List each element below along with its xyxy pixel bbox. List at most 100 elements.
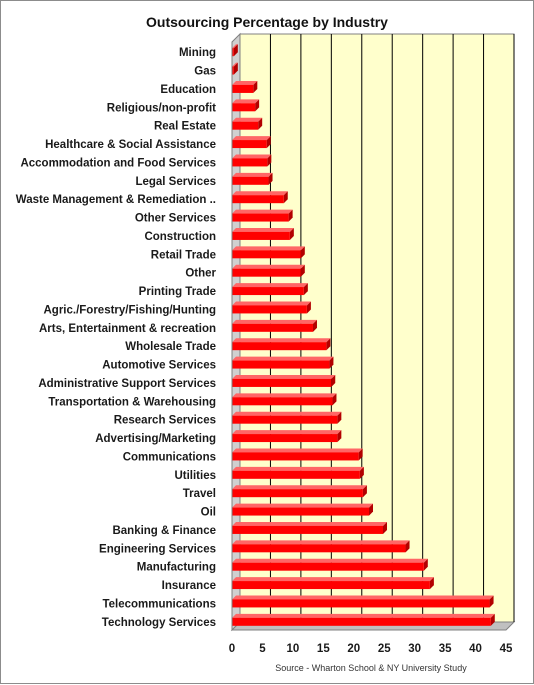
bar xyxy=(232,48,234,57)
category-label: Mining xyxy=(179,47,216,59)
category-label: Communications xyxy=(123,451,216,463)
bar xyxy=(232,617,491,626)
category-label: Retail Trade xyxy=(151,249,216,261)
bar xyxy=(232,599,490,608)
bar xyxy=(232,581,430,590)
bar-end xyxy=(312,319,317,332)
bar-top xyxy=(232,80,258,85)
bar-top xyxy=(232,393,337,398)
bar-top xyxy=(232,540,410,545)
bar-end xyxy=(300,246,305,259)
bar xyxy=(232,507,369,516)
bar-end xyxy=(268,172,273,185)
bar xyxy=(232,121,259,130)
category-label: Wholesale Trade xyxy=(125,341,216,353)
category-label: Technology Services xyxy=(102,617,216,629)
bar-top xyxy=(232,430,342,435)
bar xyxy=(232,323,313,332)
bar-top xyxy=(232,99,260,104)
category-label: Legal Services xyxy=(135,176,216,188)
bar-end xyxy=(362,485,367,498)
category-label: Healthcare & Social Assistance xyxy=(45,139,216,151)
bar-top xyxy=(232,136,271,141)
bar-top xyxy=(232,411,342,416)
bar-end xyxy=(326,338,331,351)
bar xyxy=(232,415,338,424)
category-label: Engineering Services xyxy=(99,543,216,555)
category-label: Travel xyxy=(183,488,216,500)
bar xyxy=(232,305,307,314)
bar-top xyxy=(232,62,238,67)
chart-title: Outsourcing Percentage by Industry xyxy=(146,14,388,30)
bar xyxy=(232,268,301,277)
bar-end xyxy=(337,430,342,443)
category-label: Utilities xyxy=(174,470,216,482)
bar-top xyxy=(232,209,293,214)
bar xyxy=(232,84,254,93)
bar-end xyxy=(369,503,373,516)
bar-top xyxy=(232,117,263,122)
category-label: Education xyxy=(160,84,216,96)
bar xyxy=(232,250,301,259)
bar xyxy=(232,544,406,553)
bar xyxy=(232,489,363,498)
bar-end xyxy=(359,466,364,479)
x-tick-label: 40 xyxy=(469,643,482,655)
bar-end xyxy=(303,283,308,296)
bar-top xyxy=(232,264,305,269)
bar xyxy=(232,434,338,443)
plot-area: Mining Gas Education Religious/non-profit Re… xyxy=(16,32,516,655)
bar-end xyxy=(331,374,336,387)
x-tick-label: 35 xyxy=(439,643,452,655)
bar-end xyxy=(288,209,293,222)
bar-top xyxy=(232,356,334,361)
bar-top xyxy=(232,521,388,526)
bar-end xyxy=(405,540,410,553)
bar xyxy=(232,397,333,406)
bar xyxy=(232,140,267,149)
bar xyxy=(232,470,360,479)
category-label: Printing Trade xyxy=(139,286,216,298)
bar-end xyxy=(233,62,238,75)
bar-top xyxy=(232,448,363,453)
category-label: Other Services xyxy=(135,213,216,225)
bar xyxy=(232,231,290,240)
x-tick-label: 20 xyxy=(347,643,360,655)
bar-top xyxy=(232,44,238,49)
category-label: Telecommunications xyxy=(102,598,216,610)
bar xyxy=(232,525,384,534)
bar-top xyxy=(232,558,428,563)
bar-end xyxy=(233,44,238,57)
bar-end xyxy=(283,191,288,204)
bar-top xyxy=(232,301,311,306)
chart-source: Source - Wharton School & NY University … xyxy=(275,663,467,673)
bar xyxy=(232,562,424,571)
bar-top xyxy=(232,595,494,600)
bar-top xyxy=(232,485,367,490)
bar-top xyxy=(232,191,288,196)
bar xyxy=(232,452,359,461)
x-tick-label: 10 xyxy=(286,643,299,655)
bar-top xyxy=(232,338,331,343)
bar-end xyxy=(490,613,495,626)
x-tick-label: 30 xyxy=(408,643,421,655)
category-label: Waste Management & Remediation .. xyxy=(16,194,216,206)
bar-end xyxy=(266,136,271,149)
category-label: Real Estate xyxy=(154,121,216,133)
bar xyxy=(232,195,284,204)
bar-top xyxy=(232,319,317,324)
bar-end xyxy=(329,356,334,369)
bar-end xyxy=(255,99,260,112)
bar xyxy=(232,158,268,167)
bar xyxy=(232,287,304,296)
category-label: Religious/non-profit xyxy=(107,102,216,114)
category-label: Other xyxy=(185,268,216,280)
category-label: Research Services xyxy=(114,415,216,427)
category-label: Accommodation and Food Services xyxy=(20,157,216,169)
x-tick-label: 25 xyxy=(378,643,391,655)
x-tick-label: 0 xyxy=(229,643,235,655)
bar-end xyxy=(429,577,434,590)
category-label: Advertising/Marketing xyxy=(95,433,216,445)
